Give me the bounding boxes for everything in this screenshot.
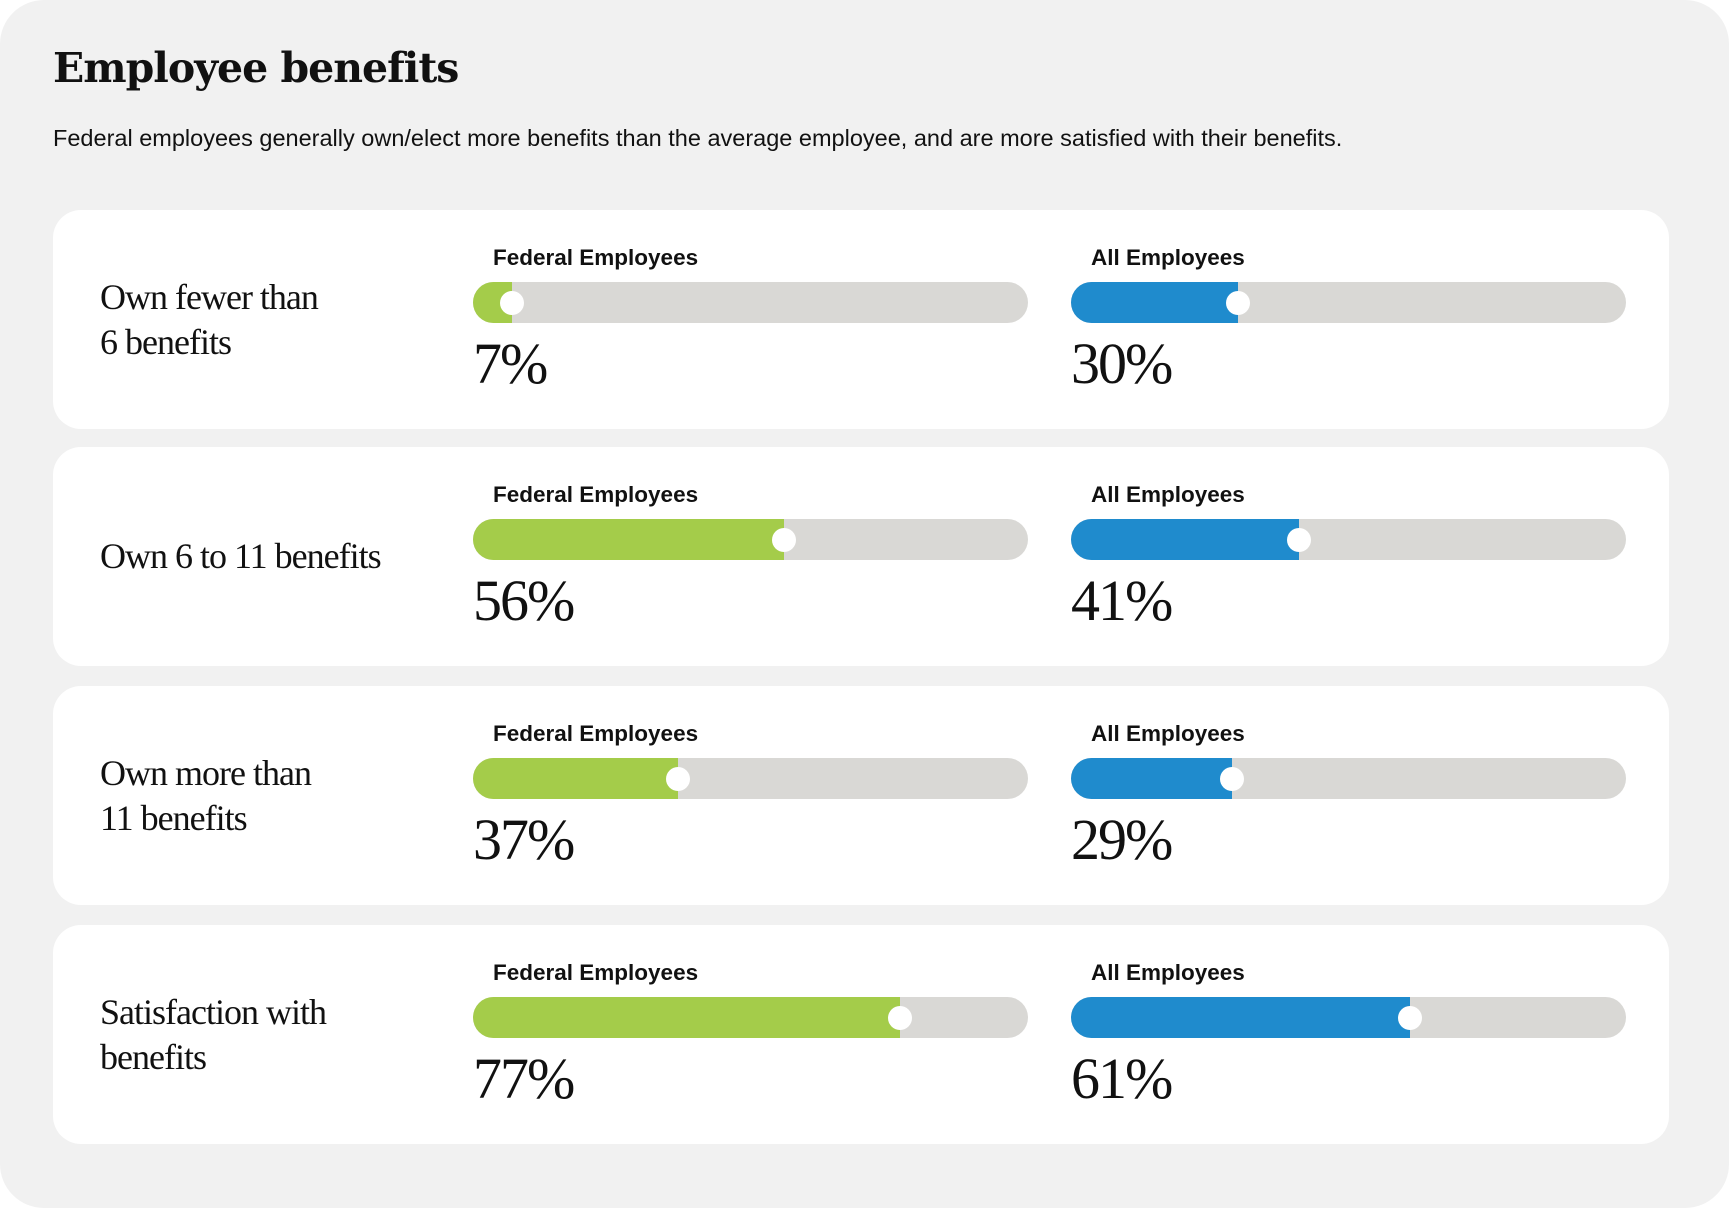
benefit-card: Own 6 to 11 benefits Federal Employees 56%…: [53, 447, 1669, 666]
series-label: Federal Employees: [493, 960, 699, 985]
category-label-text: Own more than 11 benefits: [100, 751, 312, 841]
category-label-text: Own 6 to 11 benefits: [100, 534, 382, 579]
federal-bar-marker-dot: [499, 290, 524, 315]
category-label-line: 6 benefits: [100, 321, 232, 362]
chart-subtitle: Federal employees generally own/elect mo…: [53, 125, 1343, 151]
benefit-card: Own fewer than 6 benefits Federal Employee…: [53, 210, 1669, 429]
federal-bar-fill: [473, 519, 784, 560]
all-bar-marker-dot: [1397, 1005, 1422, 1030]
federal-value-label: 56%: [473, 568, 575, 633]
all-bar-fill: [1071, 519, 1299, 560]
all-value-label: 61%: [1071, 1046, 1173, 1111]
chart-title: Employee benefits: [53, 44, 459, 92]
series-label: All Employees: [1091, 482, 1245, 507]
all-bar-track: [1071, 997, 1626, 1038]
category-label-line: Own 6 to 11 benefits: [100, 536, 382, 576]
series-label: Federal Employees: [493, 721, 699, 746]
all-bar-track: [1071, 519, 1626, 560]
federal-bar-track: [473, 758, 1028, 799]
series-label: All Employees: [1091, 721, 1245, 746]
federal-value-label: 7%: [473, 331, 548, 396]
category-label-line: Own more than: [100, 752, 312, 793]
all-bar-track: [1071, 758, 1626, 799]
federal-bar-fill: [473, 997, 901, 1038]
category-label-line: Satisfaction with: [100, 991, 327, 1032]
federal-employees-group: Federal Employees 77%: [473, 925, 1028, 1144]
benefit-card: Satisfaction with benefits Federal Employe…: [53, 925, 1669, 1144]
category-label-line: benefits: [100, 1036, 207, 1077]
all-bar-track: [1071, 282, 1626, 323]
category-label-line: Own fewer than: [100, 276, 319, 317]
federal-bar-fill: [473, 758, 679, 799]
federal-value-label: 37%: [473, 807, 575, 872]
category-label: Satisfaction with benefits: [100, 925, 430, 1144]
all-employees-group: All Employees 61%: [1071, 925, 1626, 1144]
benefit-card: Own more than 11 benefits Federal Employee…: [53, 686, 1669, 905]
federal-employees-group: Federal Employees 7%: [473, 210, 1028, 429]
federal-employees-group: Federal Employees 56%: [473, 447, 1028, 666]
federal-employees-group: Federal Employees 37%: [473, 686, 1028, 905]
federal-bar-marker-dot: [888, 1005, 913, 1030]
all-employees-group: All Employees 29%: [1071, 686, 1626, 905]
series-label: Federal Employees: [493, 482, 699, 507]
all-employees-group: All Employees 41%: [1071, 447, 1626, 666]
all-bar-fill: [1071, 282, 1238, 323]
category-label-text: Own fewer than 6 benefits: [100, 275, 319, 365]
category-label-line: 11 benefits: [100, 797, 248, 838]
series-label: All Employees: [1091, 960, 1245, 985]
category-label: Own fewer than 6 benefits: [100, 210, 430, 429]
all-bar-marker-dot: [1286, 527, 1311, 552]
category-label-text: Satisfaction with benefits: [100, 990, 327, 1080]
all-bar-fill: [1071, 997, 1410, 1038]
federal-bar-track: [473, 997, 1028, 1038]
federal-bar-marker-dot: [771, 527, 796, 552]
all-bar-fill: [1071, 758, 1232, 799]
all-bar-marker-dot: [1225, 290, 1250, 315]
series-label: Federal Employees: [493, 245, 699, 270]
series-label: All Employees: [1091, 245, 1245, 270]
federal-bar-track: [473, 282, 1028, 323]
category-label: Own 6 to 11 benefits: [100, 447, 430, 666]
category-label: Own more than 11 benefits: [100, 686, 430, 905]
federal-bar-marker-dot: [666, 766, 691, 791]
all-bar-marker-dot: [1219, 766, 1244, 791]
federal-value-label: 77%: [473, 1046, 575, 1111]
all-value-label: 29%: [1071, 807, 1173, 872]
all-value-label: 41%: [1071, 568, 1173, 633]
all-employees-group: All Employees 30%: [1071, 210, 1626, 429]
federal-bar-track: [473, 519, 1028, 560]
all-value-label: 30%: [1071, 331, 1173, 396]
